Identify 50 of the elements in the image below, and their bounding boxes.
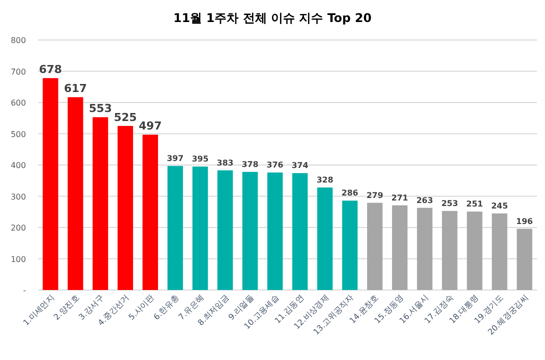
- y-tick-label: 300: [10, 192, 26, 202]
- bar: [42, 78, 58, 290]
- bar: [92, 117, 108, 290]
- bar: [142, 134, 158, 290]
- data-label: 397: [166, 154, 184, 163]
- data-label: 328: [316, 176, 334, 184]
- bar: [416, 208, 432, 290]
- bar: [217, 170, 233, 290]
- y-tick-label: 600: [10, 98, 26, 108]
- y-tick-label: -: [23, 286, 26, 295]
- bar: [392, 205, 408, 290]
- data-label: 376: [266, 160, 284, 170]
- data-label: 678: [38, 63, 62, 76]
- y-tick-label: 700: [10, 67, 26, 76]
- data-label: 253: [441, 198, 458, 208]
- y-tick-label: 800: [10, 36, 26, 45]
- data-label: 263: [416, 196, 434, 205]
- data-label: 553: [88, 102, 112, 116]
- y-tick-label: 500: [10, 130, 26, 139]
- data-label: 617: [64, 82, 87, 96]
- bar: [292, 173, 308, 290]
- data-label: 497: [138, 120, 162, 133]
- y-tick-label: 100: [10, 254, 26, 264]
- data-label: 525: [114, 110, 137, 124]
- bar: [192, 166, 208, 290]
- data-label: 378: [242, 160, 259, 169]
- data-label: 279: [366, 190, 384, 200]
- data-label: 383: [216, 158, 234, 168]
- bar: [516, 228, 532, 290]
- data-label: 374: [292, 161, 309, 170]
- y-tick-label: 200: [10, 224, 26, 232]
- bar: [342, 200, 358, 290]
- data-label: 196: [516, 216, 534, 226]
- data-label: 245: [491, 201, 508, 210]
- chart-title: 11월 1주차 전체 이슈 지수 Top 20: [173, 11, 372, 25]
- data-label: 271: [391, 193, 409, 202]
- bar: [442, 210, 458, 290]
- bar: [367, 202, 383, 290]
- bar: [317, 188, 333, 290]
- data-label: 395: [192, 154, 209, 164]
- data-label: 286: [342, 188, 359, 198]
- bar: [242, 172, 258, 290]
- bar: [492, 213, 508, 290]
- bar: [466, 212, 482, 290]
- bar: [118, 126, 134, 290]
- bar: [167, 166, 183, 290]
- data-label: 251: [466, 200, 484, 209]
- bar: [68, 97, 84, 290]
- y-tick-label: 400: [10, 161, 26, 170]
- bar: [267, 172, 283, 290]
